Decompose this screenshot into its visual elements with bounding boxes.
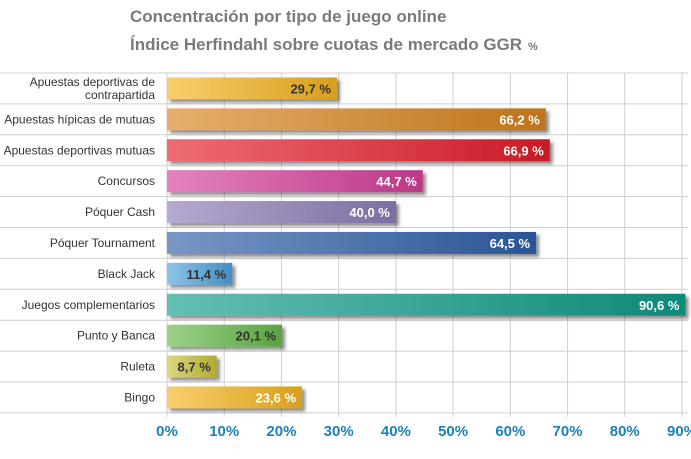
category-label: Juegos complementarios <box>22 298 155 312</box>
bar-value-label: 29,7 % <box>290 81 331 96</box>
x-tick-label: 90% <box>667 423 691 440</box>
bar-value-label: 44,7 % <box>376 174 417 189</box>
unit-label: % <box>528 41 538 53</box>
subtitle-text: Índice Herfindahl sobre cuotas de mercad… <box>130 35 523 54</box>
category-label: Concursos <box>98 174 155 188</box>
x-tick-label: 50% <box>438 423 468 440</box>
category-label: Apuestas deportivas mutuas <box>4 143 155 157</box>
bar-value-label: 20,1 % <box>236 329 277 344</box>
x-tick-label: 40% <box>381 423 411 440</box>
x-tick-label: 0% <box>156 423 178 440</box>
bar-value-label: 90,6 % <box>639 298 680 313</box>
bar <box>167 324 283 347</box>
x-tick-label: 60% <box>495 423 525 440</box>
bar-value-label: 66,9 % <box>503 143 544 158</box>
chart-title: Concentración por tipo de juego online <box>130 7 447 26</box>
category-label: Apuestas hípicas de mutuas <box>4 112 155 126</box>
bar <box>167 77 337 100</box>
category-label: Póquer Tournament <box>50 236 156 250</box>
category-label: Punto y Banca <box>77 329 155 343</box>
category-label: Apuestas deportivas de contrapartida <box>30 75 156 102</box>
bar <box>167 231 537 254</box>
category-label: Ruleta <box>120 360 155 374</box>
x-tick-label: 10% <box>209 423 239 440</box>
bar <box>167 355 217 378</box>
category-label: Bingo <box>124 390 155 404</box>
bar-value-label: 40,0 % <box>349 205 390 220</box>
category-label: Black Jack <box>98 267 156 281</box>
bar <box>167 262 233 285</box>
category-labels: Apuestas deportivas de contrapartida Apues… <box>4 75 156 405</box>
bar-value-label: 66,2 % <box>499 112 540 127</box>
bar <box>167 170 423 193</box>
x-tick-label: 70% <box>553 423 583 440</box>
bar <box>167 293 686 316</box>
bar <box>167 139 550 162</box>
x-tick-label: 30% <box>324 423 354 440</box>
bar <box>167 201 396 224</box>
bar-value-label: 23,6 % <box>256 390 297 405</box>
bar-value-label: 8,7 % <box>178 360 212 375</box>
x-axis-tick-labels: 0% 10% 20% 30% 40% 50% 60% 70% 80% 90% <box>156 423 691 440</box>
category-label: Póquer Cash <box>85 205 155 219</box>
x-tick-label: 20% <box>266 423 296 440</box>
bar-value-label: 11,4 % <box>186 267 226 282</box>
x-tick-label: 80% <box>610 423 640 440</box>
bar <box>167 386 303 409</box>
bar <box>167 108 546 131</box>
bar-value-label: 64,5 % <box>490 236 531 251</box>
chart-subtitle: Índice Herfindahl sobre cuotas de mercad… <box>130 35 538 55</box>
grid-lines <box>0 72 688 417</box>
bars: 29,7 % 66,2 % 66,9 % 44,7 % 40,0 % 64,5 % 11,4… <box>167 77 686 409</box>
